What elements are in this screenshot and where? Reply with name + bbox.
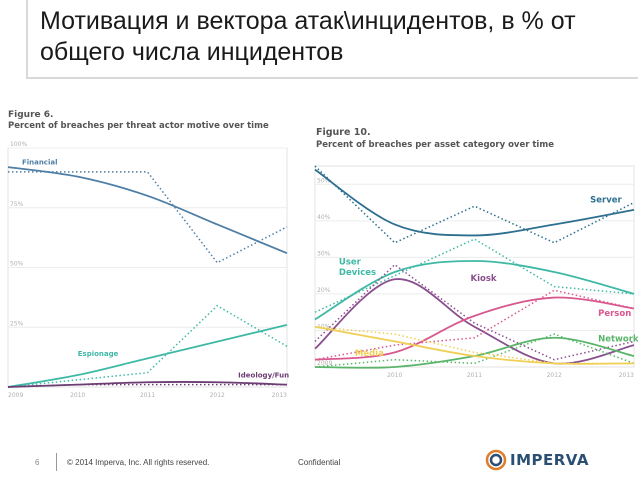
figure-10-title: Percent of breaches per asset category o… — [316, 140, 554, 150]
series-label-media: Media — [355, 349, 384, 359]
x-tick-label: 2012 — [210, 392, 225, 399]
series-actual-ideology-fun — [7, 383, 287, 388]
y-tick-label: 100% — [10, 141, 27, 148]
x-tick-label: 2012 — [547, 372, 562, 379]
x-tick-label: 2011 — [140, 392, 155, 399]
series-label-financial: Financial — [22, 159, 58, 167]
series-label-ideology-fun: Ideology/Fun — [238, 371, 289, 379]
y-tick-label: 25% — [10, 320, 24, 327]
series-trend-ideology-fun — [7, 381, 288, 388]
series-trend-financial — [7, 166, 288, 254]
x-tick-label: 2013 — [619, 372, 634, 379]
series-label-network: Network — [598, 334, 638, 344]
series-label-espionage: Espionage — [78, 350, 119, 358]
slide-title: Мотивация и вектора атак\инцидентов, в %… — [40, 7, 576, 66]
series-trend-kiosk — [314, 278, 635, 365]
page-number: 6 — [35, 458, 40, 467]
footer-divider — [56, 453, 57, 471]
plot-area — [314, 165, 635, 368]
series-actual-network — [314, 333, 635, 368]
y-tick-label: 30% — [317, 250, 331, 257]
x-tick-label: 2013 — [272, 392, 287, 399]
y-tick-label: 50% — [317, 177, 331, 184]
figure-10-label: Figure 10. — [316, 127, 371, 138]
imperva-logo: IMPERVA — [485, 449, 589, 471]
series-trend-user-devices — [314, 260, 635, 321]
series-actual-espionage — [7, 304, 288, 388]
x-tick-label: 2010 — [70, 392, 85, 399]
series-label-user-devices: User Devices — [339, 258, 376, 279]
copyright-text: © 2014 Imperva, Inc. All rights reserved… — [67, 458, 210, 467]
title-bar — [26, 0, 638, 79]
series-trend-person — [314, 296, 635, 361]
series-actual-kiosk — [314, 263, 635, 361]
y-tick-label: 40% — [317, 214, 331, 221]
series-label-person: Person — [598, 309, 631, 319]
series-trend-media — [314, 325, 635, 365]
series-trend-espionage — [7, 323, 288, 388]
series-trend-server — [314, 168, 635, 237]
confidential-label: Confidential — [298, 458, 341, 467]
figure-6-title: Percent of breaches per threat actor mot… — [8, 121, 269, 131]
y-tick-label: 2009 — [317, 360, 332, 367]
series-actual-person — [314, 289, 635, 361]
imperva-logo-icon — [485, 449, 507, 471]
series-label-server: Server — [590, 196, 622, 206]
series-actual-financial — [8, 171, 288, 264]
y-tick-label: 50% — [10, 261, 24, 268]
x-tick-label: 2010 — [387, 372, 402, 379]
figure-6-label: Figure 6. — [8, 110, 54, 120]
imperva-logo-text: IMPERVA — [510, 451, 589, 469]
x-tick-label: 2009 — [8, 392, 23, 399]
series-label-kiosk: Kiosk — [471, 274, 497, 284]
x-tick-label: 2011 — [467, 372, 482, 379]
y-tick-label: 20% — [317, 287, 331, 294]
y-tick-label: 75% — [10, 201, 24, 208]
